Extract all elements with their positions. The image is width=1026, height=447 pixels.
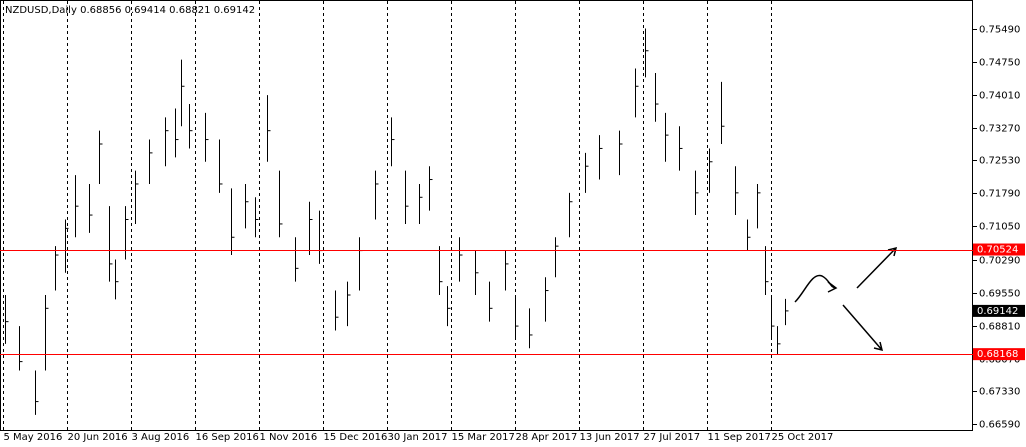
chart-header: NZDUSD,Daily 0.68856 0.69414 0.68821 0.6…: [5, 5, 255, 16]
x-tick-label: 1 Nov 2016: [260, 432, 318, 443]
open: 0.68856: [80, 5, 121, 16]
y-tick-label: 0.71790: [979, 189, 1020, 200]
y-tick-label: 0.70290: [979, 256, 1020, 267]
y-tick-label: 0.66590: [979, 420, 1020, 431]
y-tick-label: 0.73270: [979, 124, 1020, 135]
x-tick-label: 16 Sep 2016: [196, 432, 259, 443]
price-tag: 0.69142: [977, 306, 1018, 317]
price-tag-bg: [973, 243, 1025, 256]
price-tag: 0.68168: [977, 349, 1018, 360]
arrow-curve: [794, 274, 837, 303]
symbol: NZDUSD,Daily: [5, 5, 77, 16]
y-tick-label: 0.75490: [979, 25, 1020, 36]
arrow-head: [827, 281, 838, 293]
price-tag-bg: [973, 304, 1025, 317]
x-tick-label: 5 May 2016: [4, 432, 63, 443]
arrow-up: [856, 246, 898, 289]
x-tick-label: 27 Jul 2017: [644, 432, 701, 443]
y-tick-label: 0.72530: [979, 156, 1020, 167]
plot-frame: [0, 0, 973, 431]
y-tick-label: 0.68810: [979, 322, 1020, 333]
y-tick-label: 0.71050: [979, 222, 1020, 233]
price-tag: 0.70524: [977, 245, 1018, 256]
x-tick-label: 20 Jun 2016: [68, 432, 128, 443]
x-tick-label: 11 Sep 2017: [708, 432, 771, 443]
high: 0.69414: [125, 5, 166, 16]
y-tick-label: 0.74010: [979, 91, 1020, 102]
close: 0.69142: [214, 5, 255, 16]
x-tick-label: 15 Mar 2017: [452, 432, 515, 443]
arrow-down: [842, 304, 884, 352]
x-tick-label: 25 Oct 2017: [772, 432, 834, 443]
y-tick-label: 0.69550: [979, 289, 1020, 300]
x-tick-label: 3 Aug 2016: [132, 432, 190, 443]
low: 0.68821: [169, 5, 210, 16]
price-tag-bg: [973, 348, 1025, 361]
x-tick-label: 30 Jan 2017: [388, 432, 448, 443]
y-tick-label: 0.67330: [979, 387, 1020, 398]
x-tick-label: 28 Apr 2017: [516, 432, 578, 443]
y-tick-label: 0.74750: [979, 58, 1020, 69]
x-tick-label: 15 Dec 2016: [324, 432, 388, 443]
forecast-arrows: [794, 246, 898, 352]
x-tick-label: 13 Jun 2017: [580, 432, 640, 443]
